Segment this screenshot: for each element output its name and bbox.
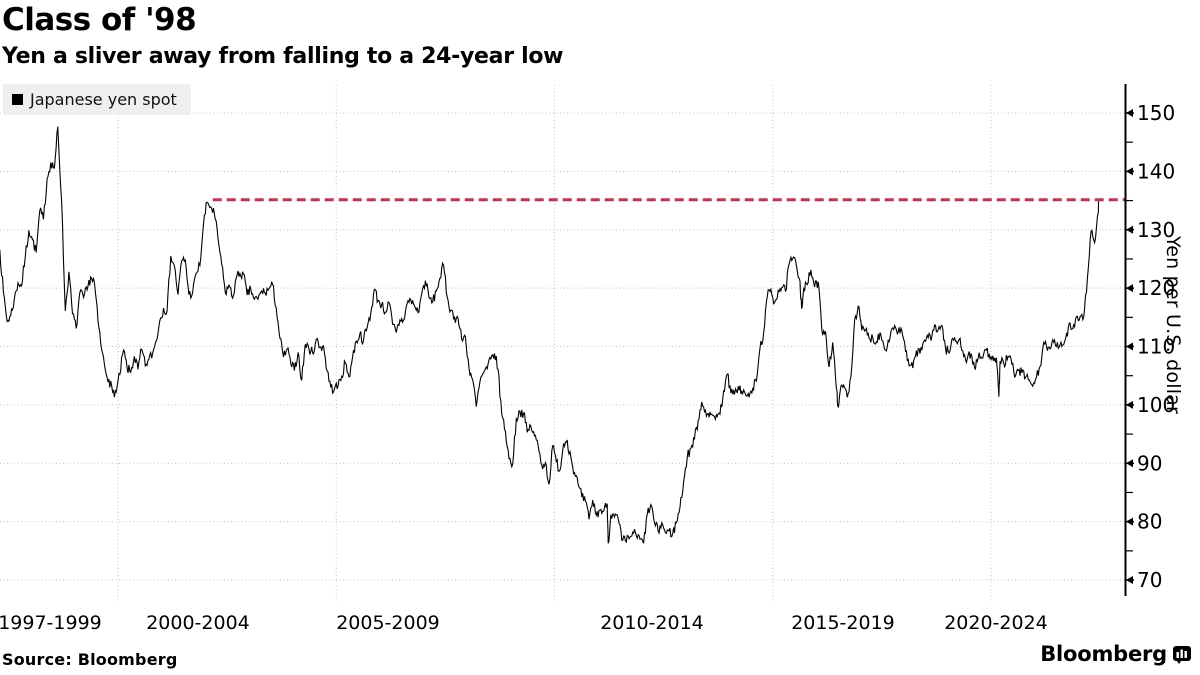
y-tick-label: 120: [1137, 276, 1175, 300]
legend: Japanese yen spot: [3, 84, 191, 115]
bloomberg-wordmark: Bloomberg: [1040, 642, 1167, 666]
y-tick-arrow-icon: [1126, 400, 1133, 409]
y-tick-label: 150: [1137, 101, 1175, 125]
source-note: Source: Bloomberg: [2, 650, 178, 669]
y-tick-arrow-icon: [1126, 342, 1133, 351]
bloomberg-brand: Bloomberg: [1040, 642, 1192, 666]
y-tick-arrow-icon: [1126, 459, 1133, 468]
yen-spot-line: [0, 126, 1100, 544]
x-axis-label: 2020-2024: [944, 612, 1048, 634]
legend-label: Japanese yen spot: [30, 90, 177, 109]
y-axis-title: Yen per U.S. dollar: [1162, 236, 1184, 415]
x-axis-label: 2005-2009: [336, 612, 440, 634]
y-tick-label: 90: [1137, 451, 1162, 475]
y-tick-arrow-icon: [1126, 225, 1133, 234]
y-tick-label: 70: [1137, 568, 1162, 592]
series-swatch-icon: [12, 94, 23, 105]
y-tick-label: 140: [1137, 159, 1175, 183]
y-tick-arrow-icon: [1126, 109, 1133, 117]
page-title: Class of '98: [2, 2, 197, 38]
x-axis-label: 1997-1999: [0, 612, 102, 634]
y-tick-arrow-icon: [1126, 284, 1133, 293]
x-axis-label: 2015-2019: [791, 612, 895, 634]
y-tick-arrow-icon: [1126, 167, 1133, 176]
y-tick-label: 110: [1137, 335, 1175, 359]
y-tick-arrow-icon: [1126, 517, 1133, 526]
y-tick-label: 130: [1137, 218, 1175, 242]
x-axis-label: 2010-2014: [600, 612, 704, 634]
x-axis-label: 2000-2004: [146, 612, 250, 634]
y-tick-label: 80: [1137, 510, 1162, 534]
y-tick-label: 100: [1137, 393, 1175, 417]
y-tick-arrow-icon: [1126, 576, 1133, 585]
bloomberg-logo-icon: [1173, 645, 1191, 664]
page-subtitle: Yen a sliver away from falling to a 24-y…: [2, 44, 564, 69]
